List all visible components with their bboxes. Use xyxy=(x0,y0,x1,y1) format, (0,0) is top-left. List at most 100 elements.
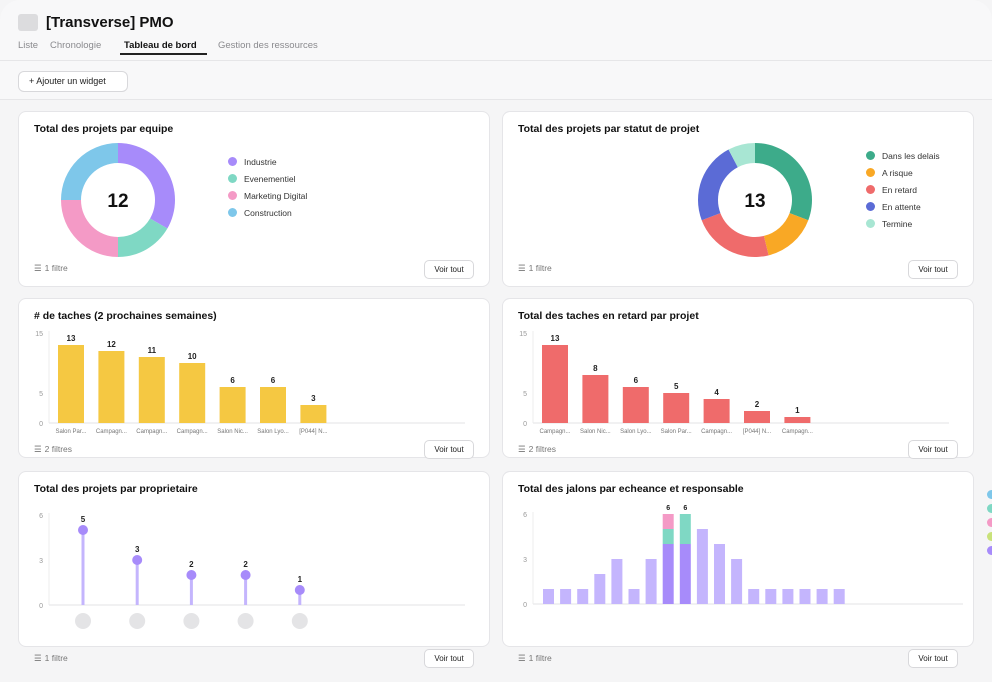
stacked-bar-segment[interactable] xyxy=(833,589,845,604)
legend-item[interactable]: Termine xyxy=(866,215,940,232)
filter-label: 1 filtre xyxy=(44,263,68,273)
page-title: [Transverse] PMO xyxy=(46,14,174,31)
legend-item[interactable]: Evenementiel xyxy=(228,170,307,187)
y-tick-label: 15 xyxy=(519,331,527,338)
status-slice[interactable] xyxy=(755,143,812,221)
lollipop-point[interactable] xyxy=(294,585,305,595)
owner-avatar[interactable] xyxy=(183,613,200,629)
tab-chronologie[interactable]: Chronologie xyxy=(50,40,102,51)
tab-tableau-de-bord[interactable]: Tableau de bord xyxy=(124,40,197,51)
stacked-bar-segment[interactable] xyxy=(679,544,691,604)
legend-label: En attente xyxy=(882,201,921,212)
voir-tout-button[interactable]: Voir tout xyxy=(424,649,474,668)
stacked-bar-segment[interactable] xyxy=(645,559,657,604)
stacked-bar-segment[interactable] xyxy=(662,544,674,604)
legend-item[interactable]: Construction xyxy=(228,204,307,221)
owner-avatar[interactable] xyxy=(129,613,146,629)
stacked-bar-segment[interactable] xyxy=(543,589,554,604)
team-slice[interactable] xyxy=(61,143,118,200)
bar[interactable] xyxy=(784,417,811,423)
bar-value-label: 11 xyxy=(148,346,157,355)
lollipop-point[interactable] xyxy=(78,525,88,535)
bar[interactable] xyxy=(219,387,246,423)
filter-indicator[interactable]: ☰ 2 filtres xyxy=(518,444,556,455)
bar[interactable] xyxy=(300,405,327,423)
lollipop-point[interactable] xyxy=(240,570,251,580)
team-slice[interactable] xyxy=(118,143,175,229)
status-slice[interactable] xyxy=(728,143,755,168)
active-tab-indicator xyxy=(120,53,207,55)
owner-avatar[interactable] xyxy=(75,613,91,629)
voir-tout-button[interactable]: Voir tout xyxy=(908,440,958,459)
voir-tout-button[interactable]: Voir tout xyxy=(424,440,474,459)
bar[interactable] xyxy=(582,375,609,423)
owner-avatar[interactable] xyxy=(237,613,254,629)
legend-item[interactable]: A risque xyxy=(866,164,940,181)
bar[interactable] xyxy=(703,399,730,423)
stacked-bar-segment[interactable] xyxy=(782,589,794,604)
legend-swatch xyxy=(866,202,875,211)
bar[interactable] xyxy=(663,393,690,423)
tab-liste[interactable]: Liste xyxy=(18,40,39,51)
point-value-label: 2 xyxy=(189,560,194,569)
legend-label: A risque xyxy=(882,167,913,178)
bar[interactable] xyxy=(138,357,165,423)
voir-tout-button[interactable]: Voir tout xyxy=(908,260,958,279)
legend-swatch xyxy=(228,208,237,217)
filter-label: 1 filtre xyxy=(528,263,552,273)
stacked-bar-segment[interactable] xyxy=(662,529,674,544)
stacked-bar-segment[interactable] xyxy=(594,574,606,604)
widget-title: Total des projets par proprietaire xyxy=(34,483,198,495)
stacked-bar-segment[interactable] xyxy=(816,589,828,604)
stacked-bar-segment[interactable] xyxy=(628,589,640,604)
lollipop-point[interactable] xyxy=(186,570,197,580)
status-slice[interactable] xyxy=(701,213,769,257)
bar-value-label: 13 xyxy=(551,334,560,343)
bar[interactable] xyxy=(260,387,286,423)
bar[interactable] xyxy=(179,363,206,423)
filter-indicator[interactable]: ☰ 1 filtre xyxy=(34,653,68,664)
legend-item[interactable]: En retard xyxy=(866,181,940,198)
team-slice[interactable] xyxy=(61,200,118,257)
legend-swatch xyxy=(987,518,992,527)
voir-tout-button[interactable]: Voir tout xyxy=(908,649,958,668)
bar-value-label: 10 xyxy=(188,352,197,361)
stacked-bar-segment[interactable] xyxy=(765,589,777,604)
bar[interactable] xyxy=(542,345,568,423)
legend-item[interactable]: Dans les delais xyxy=(866,147,940,164)
stacked-bar-segment[interactable] xyxy=(662,514,674,529)
stacked-bar-segment[interactable] xyxy=(748,589,760,604)
filter-indicator[interactable]: ☰ 1 filtre xyxy=(518,653,552,664)
tab-gestion-des-ressources[interactable]: Gestion des ressources xyxy=(218,40,318,51)
bar[interactable] xyxy=(744,411,770,423)
owner-avatar[interactable] xyxy=(291,613,308,629)
stacked-bar-segment[interactable] xyxy=(799,589,811,604)
filter-indicator[interactable]: ☰ 1 filtre xyxy=(34,263,68,274)
team-slice[interactable] xyxy=(118,218,168,258)
stacked-bar-segment[interactable] xyxy=(679,514,691,544)
stacked-bar-segment[interactable] xyxy=(714,544,725,604)
filter-indicator[interactable]: ☰ 1 filtre xyxy=(518,263,552,274)
filter-label: 1 filtre xyxy=(528,653,552,663)
x-tick-label: Salon Nic... xyxy=(580,429,611,435)
voir-tout-button[interactable]: Voir tout xyxy=(424,260,474,279)
legend-item[interactable]: Marketing Digital xyxy=(228,187,307,204)
lollipop-point[interactable] xyxy=(132,555,143,565)
stacked-bar-segment[interactable] xyxy=(560,589,572,604)
stacked-bar-segment[interactable] xyxy=(577,589,589,604)
legend-label: Construction xyxy=(244,207,292,218)
add-widget-button[interactable]: + Ajouter un widget xyxy=(18,71,128,92)
bar[interactable] xyxy=(622,387,649,423)
legend-item[interactable]: Industrie xyxy=(228,153,307,170)
legend-item[interactable]: En attente xyxy=(866,198,940,215)
stacked-bar-segment[interactable] xyxy=(731,559,743,604)
x-tick-label: [P044] N... xyxy=(743,429,772,435)
bar[interactable] xyxy=(58,345,84,423)
stacked-bar-segment[interactable] xyxy=(611,559,623,604)
bar[interactable] xyxy=(98,351,125,423)
stacked-bar-segment[interactable] xyxy=(696,529,708,604)
y-tick-label: 6 xyxy=(39,513,43,520)
status-slice[interactable] xyxy=(698,149,738,221)
status-slice[interactable] xyxy=(763,213,809,256)
filter-indicator[interactable]: ☰ 2 filtres xyxy=(34,444,72,455)
